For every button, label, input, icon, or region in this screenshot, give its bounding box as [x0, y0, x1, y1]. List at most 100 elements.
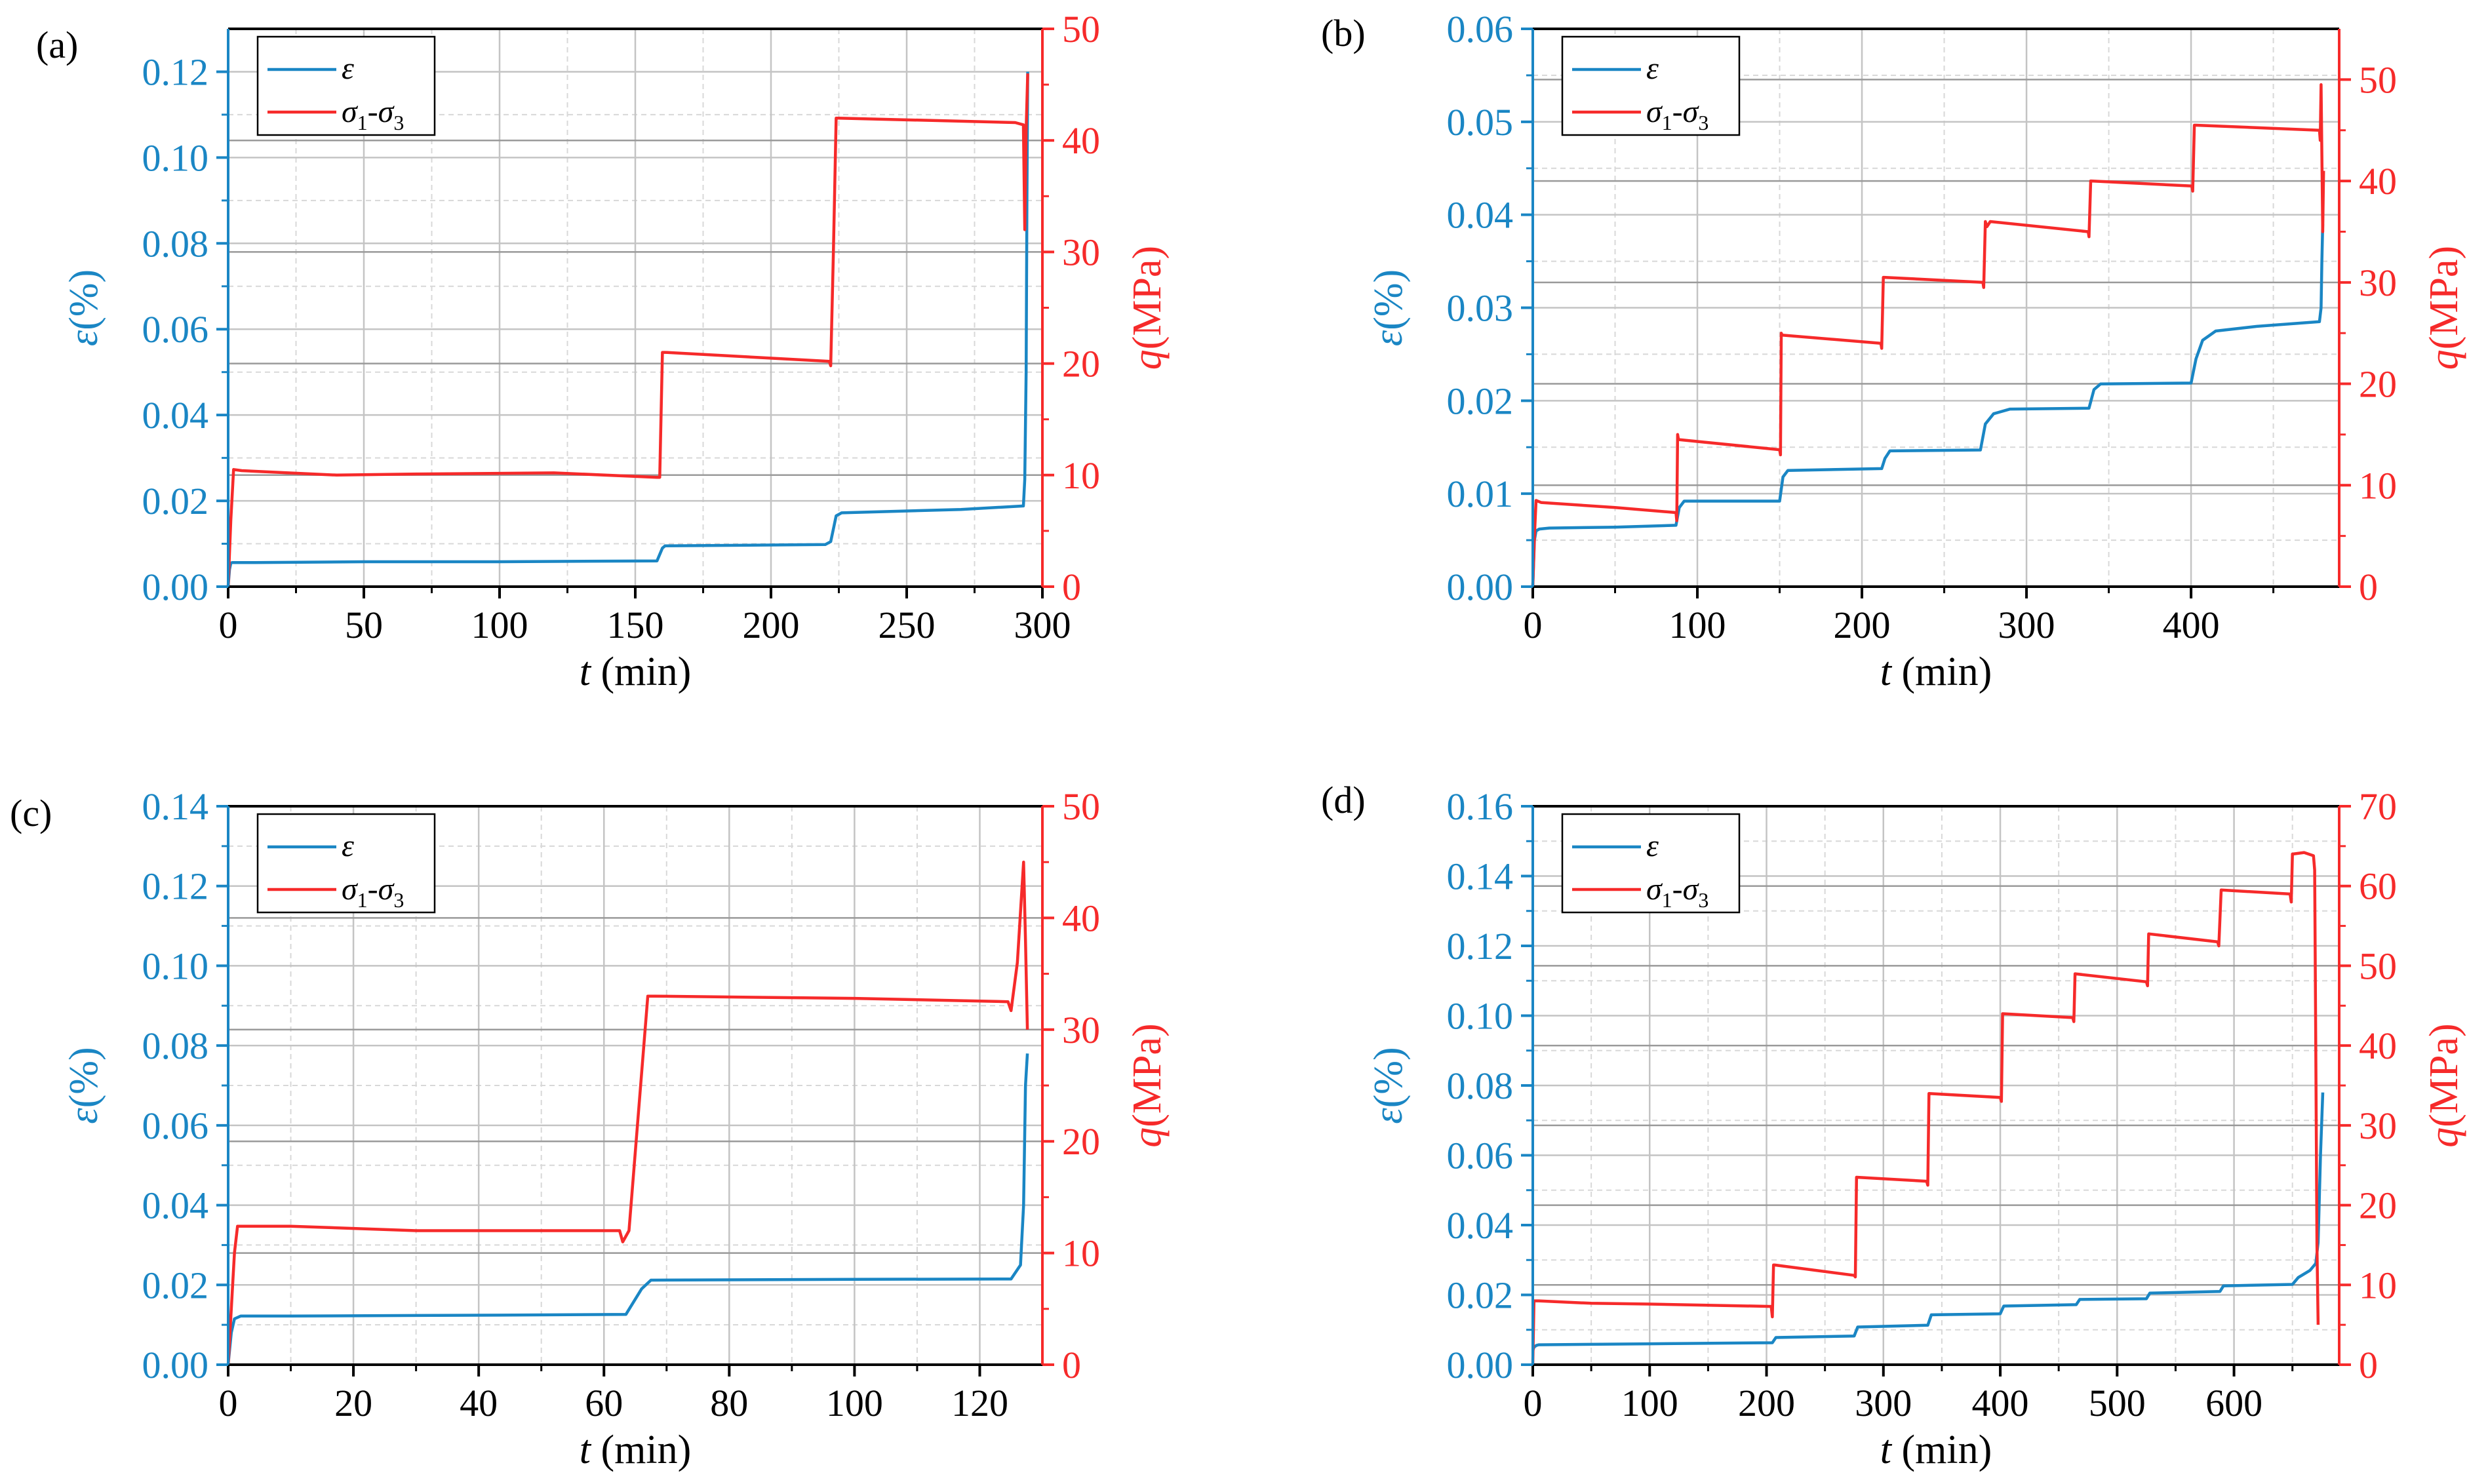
legend-sub1: 1: [357, 111, 368, 134]
right-y-axis-var: q: [1125, 349, 1170, 370]
right-y-tick-label: 0: [1062, 566, 1081, 608]
legend-sub1: 1: [1662, 888, 1672, 912]
x-tick-label: 200: [1738, 1382, 1795, 1424]
x-tick-label: 40: [460, 1382, 498, 1424]
left-y-tick-label: 0.04: [142, 1184, 209, 1227]
left-y-tick-label: 0.08: [142, 1025, 209, 1067]
right-y-tick-label: 10: [1062, 454, 1100, 497]
legend-sub3: 3: [393, 888, 404, 912]
x-tick-label: 0: [219, 604, 238, 646]
left-y-axis-unit: (%): [62, 269, 106, 330]
left-y-tick-label: 0.06: [142, 308, 209, 351]
left-y-tick-label: 0.08: [142, 222, 209, 265]
left-y-tick-label: 0.03: [1447, 287, 1514, 330]
legend-stress-label: σ1-σ3: [1646, 94, 1708, 134]
left-y-tick-label: 0.12: [142, 50, 209, 93]
legend-dash: -: [368, 94, 378, 129]
right-y-tick-label: 60: [2359, 865, 2397, 908]
right-y-tick-label: 30: [1062, 231, 1100, 273]
legend: εσ1-σ3: [1561, 813, 1741, 914]
right-y-tick-label: 0: [2359, 1344, 2378, 1386]
legend-dash: -: [368, 872, 378, 907]
left-y-tick-label: 0.02: [1447, 1274, 1514, 1317]
x-tick-label: 200: [1834, 604, 1891, 646]
right-y-axis-unit: (MPa): [1125, 246, 1170, 349]
chart-panel: 0 100 200 300 400 500 6000.000.020.040.060.080…: [1321, 779, 2466, 1472]
legend-sigma: σ: [342, 872, 359, 907]
legend-strain-label: ε: [342, 51, 354, 86]
right-y-axis-title: q(MPa): [1125, 1023, 1170, 1147]
x-axis-unit: (min): [591, 1428, 691, 1472]
legend-box: [256, 35, 436, 136]
stress-series-line: [226, 860, 1029, 1365]
right-y-axis-title: q(MPa): [2422, 1023, 2466, 1147]
legend-sigma: σ: [1646, 94, 1663, 129]
left-y-tick-label: 0.04: [1447, 1204, 1514, 1247]
x-tick-label: 50: [345, 604, 383, 646]
right-y-tick-label: 50: [2359, 945, 2397, 987]
x-tick-label: 250: [879, 604, 936, 646]
x-tick-label: 0: [1524, 604, 1543, 646]
right-y-tick-label: 10: [2359, 464, 2397, 507]
x-tick-label: 300: [1998, 604, 2055, 646]
x-axis-title: t (min): [580, 1428, 691, 1472]
left-y-tick-label: 0.04: [142, 394, 209, 437]
left-y-tick-label: 0.10: [142, 136, 209, 179]
right-y-axis-title: q(MPa): [1125, 246, 1170, 370]
legend-sub1: 1: [1662, 111, 1672, 134]
strain-series-line: [226, 71, 1029, 587]
x-tick-label: 300: [1855, 1382, 1912, 1424]
right-y-tick-label: 50: [2359, 58, 2397, 101]
panel-label: (d): [1321, 779, 1366, 821]
legend-strain-label: ε: [1646, 829, 1659, 863]
panel-label: (b): [1321, 12, 1366, 54]
legend: εσ1-σ3: [256, 813, 436, 914]
right-y-tick-label: 30: [1062, 1009, 1100, 1051]
x-tick-label: 600: [2205, 1382, 2262, 1424]
left-y-axis-var: ε: [62, 1108, 106, 1124]
legend-box: [256, 813, 436, 914]
right-y-axis-var: q: [2422, 349, 2466, 370]
legend-stress-label: σ1-σ3: [342, 872, 404, 912]
left-y-axis-var: ε: [1366, 1108, 1411, 1124]
legend-dash: -: [1672, 872, 1683, 907]
left-y-tick-label: 0.00: [1447, 1344, 1514, 1386]
right-y-axis-var: q: [2422, 1127, 2466, 1148]
left-y-axis-var: ε: [1366, 330, 1411, 346]
left-y-tick-label: 0.00: [142, 566, 209, 608]
legend-sigma: σ: [1683, 872, 1700, 907]
left-y-tick-label: 0.02: [142, 480, 209, 522]
x-axis-title: t (min): [1880, 1428, 1992, 1472]
legend-sigma: σ: [1646, 872, 1663, 907]
left-y-tick-label: 0.10: [142, 945, 209, 987]
legend-strain-label: ε: [1646, 51, 1659, 86]
right-y-axis-title: q(MPa): [2422, 246, 2466, 370]
left-y-tick-label: 0.12: [142, 865, 209, 908]
right-y-axis-unit: (MPa): [2422, 246, 2466, 349]
right-y-axis-var: q: [1125, 1127, 1170, 1148]
x-tick-label: 0: [1524, 1382, 1543, 1424]
x-tick-label: 150: [607, 604, 664, 646]
x-axis-var: t: [1880, 1428, 1893, 1472]
right-y-tick-label: 10: [1062, 1232, 1100, 1275]
legend-dash: -: [1672, 94, 1683, 129]
left-y-axis-unit: (%): [1366, 269, 1411, 330]
right-y-tick-label: 30: [2359, 1104, 2397, 1147]
right-y-tick-label: 50: [1062, 8, 1100, 50]
right-y-axis-unit: (MPa): [1125, 1023, 1170, 1127]
legend-box: [1561, 35, 1741, 136]
right-y-tick-label: 0: [2359, 566, 2378, 608]
right-y-tick-label: 10: [2359, 1264, 2397, 1306]
left-y-axis-var: ε: [62, 330, 106, 346]
x-tick-label: 100: [1621, 1382, 1678, 1424]
legend-sigma: σ: [378, 872, 395, 907]
left-y-tick-label: 0.05: [1447, 101, 1514, 144]
legend-sub3: 3: [1698, 111, 1708, 134]
right-y-tick-label: 20: [2359, 363, 2397, 406]
left-y-tick-label: 0.06: [142, 1104, 209, 1147]
left-y-axis-title: ε(%): [62, 1047, 106, 1123]
x-tick-label: 20: [334, 1382, 372, 1424]
chart-panel: 0 50 100 150 200 250 3000.000.020.040.060.080.…: [36, 8, 1170, 694]
left-y-tick-label: 0.02: [142, 1264, 209, 1306]
x-tick-label: 120: [951, 1382, 1008, 1424]
